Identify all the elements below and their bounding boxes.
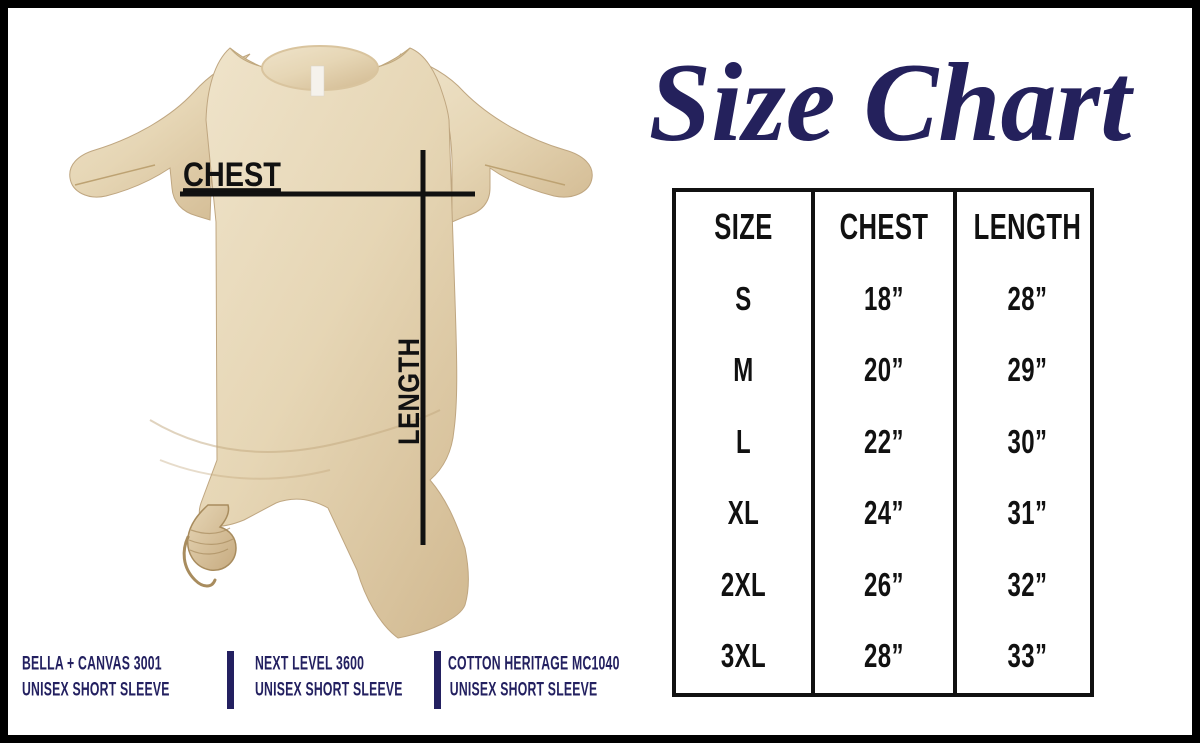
svg-text:CHEST: CHEST — [183, 155, 281, 194]
svg-text:LENGTH: LENGTH — [392, 338, 425, 445]
svg-text:Size Chart: Size Chart — [649, 41, 1134, 165]
